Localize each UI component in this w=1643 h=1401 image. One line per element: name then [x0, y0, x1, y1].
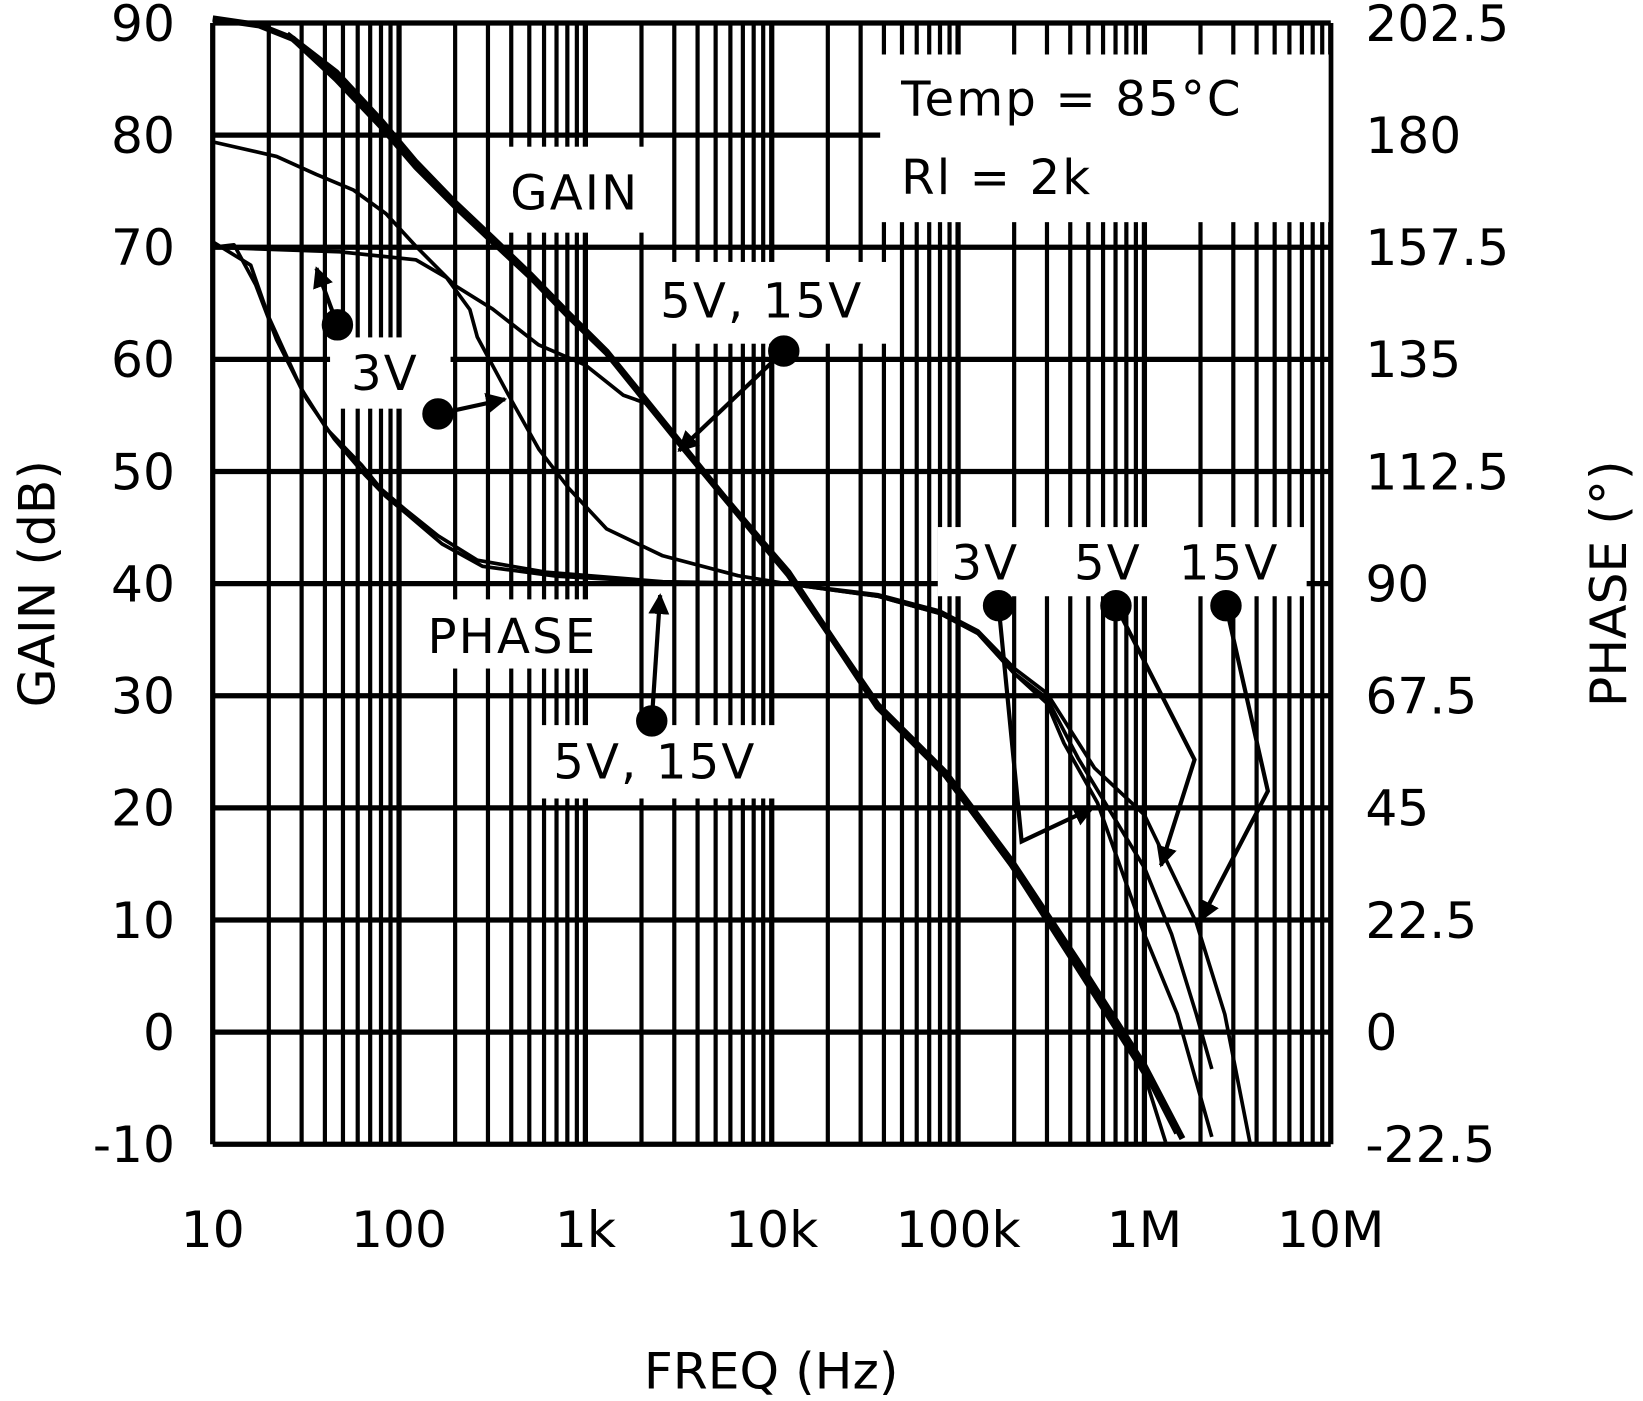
- x-tick-label: 100k: [896, 1200, 1021, 1259]
- x-tick-label: 1k: [555, 1200, 616, 1259]
- hf-supplies-box: [937, 527, 1307, 597]
- pointer-gain-supplies: [677, 335, 800, 453]
- gain-label-box: [492, 146, 652, 233]
- y-tick-label: 80: [111, 106, 175, 165]
- phase-annotation: PHASE: [428, 609, 598, 665]
- x-tick-label: 10k: [725, 1200, 818, 1259]
- y2-tick-label: 135: [1365, 330, 1461, 389]
- y2-tick-label: 180: [1365, 106, 1461, 165]
- low-3v-box: [330, 337, 451, 409]
- y2-tick-label: 202.5: [1365, 0, 1509, 53]
- y2-tick-label: 0: [1365, 1003, 1397, 1062]
- hf-5v-annotation: 5V: [1074, 535, 1142, 591]
- y2-tick-label: 157.5: [1365, 218, 1509, 277]
- y2-tick-label: 90: [1365, 554, 1429, 613]
- x-tick-label: 10M: [1277, 1200, 1384, 1259]
- y-tick-label: 90: [111, 0, 175, 53]
- pointer-phase-supplies: [636, 593, 670, 737]
- conditions-box: [880, 54, 1329, 223]
- hf-15v-annotation: 15V: [1179, 535, 1280, 591]
- tick-labels: 10 100 1k 10k 100k 1M 10M9080706050403020100-1…: [93, 0, 1509, 1259]
- phase-supplies-annotation: 5V, 15V: [553, 735, 756, 791]
- x-tick-label: 10: [181, 1200, 245, 1259]
- series-phase-3v: [212, 245, 1214, 1138]
- low-3v-annotation: 3V: [351, 346, 419, 402]
- y-axis-label: GAIN (dB): [7, 460, 66, 707]
- curves: [211, 15, 1253, 1145]
- y2-tick-label: 45: [1365, 779, 1429, 838]
- x-tick-label: 100: [351, 1200, 447, 1259]
- series-phase-15v: [212, 242, 1253, 1145]
- y-tick-label: 50: [111, 442, 175, 501]
- pointer-hf-15v: [1198, 589, 1271, 922]
- y2-tick-label: 112.5: [1365, 442, 1509, 501]
- y-tick-label: -10: [93, 1115, 175, 1174]
- grid: [210, 20, 1334, 1147]
- y-tick-label: 10: [111, 891, 175, 950]
- y-tick-label: 30: [111, 667, 175, 726]
- label-backgrounds: [330, 54, 1329, 799]
- y2-tick-label: 67.5: [1365, 667, 1477, 726]
- annotation-pointers: [313, 266, 1271, 922]
- y2-axis-label: PHASE (°): [1579, 460, 1638, 707]
- hf-3v-annotation: 3V: [951, 535, 1019, 591]
- x-axis-label: FREQ (Hz): [644, 1341, 899, 1400]
- y-tick-label: 40: [111, 554, 175, 613]
- y-tick-label: 70: [111, 218, 175, 277]
- phase-label-box: [413, 599, 624, 669]
- gain-annotation: GAIN: [510, 166, 639, 222]
- pointer-3v-gain: [422, 393, 508, 430]
- x-tick-label: 1M: [1107, 1200, 1182, 1259]
- y-tick-label: 60: [111, 330, 175, 389]
- y-tick-label: 20: [111, 779, 175, 838]
- temp-condition: Temp = 85°C: [900, 71, 1243, 127]
- gain-supplies-box: [644, 261, 896, 344]
- y2-tick-label: -22.5: [1365, 1115, 1495, 1174]
- pointer-3v-phase: [313, 266, 354, 341]
- phase-supplies-box: [539, 725, 797, 799]
- load-condition: Rl = 2k: [901, 150, 1092, 206]
- pointer-hf-3v: [982, 589, 1095, 845]
- y-tick-label: 0: [143, 1003, 175, 1062]
- series-gain-3v: [212, 140, 1168, 1143]
- pointer-hf-5v: [1100, 589, 1197, 868]
- y2-tick-label: 22.5: [1365, 891, 1477, 950]
- gain-supplies-annotation: 5V, 15V: [660, 274, 863, 330]
